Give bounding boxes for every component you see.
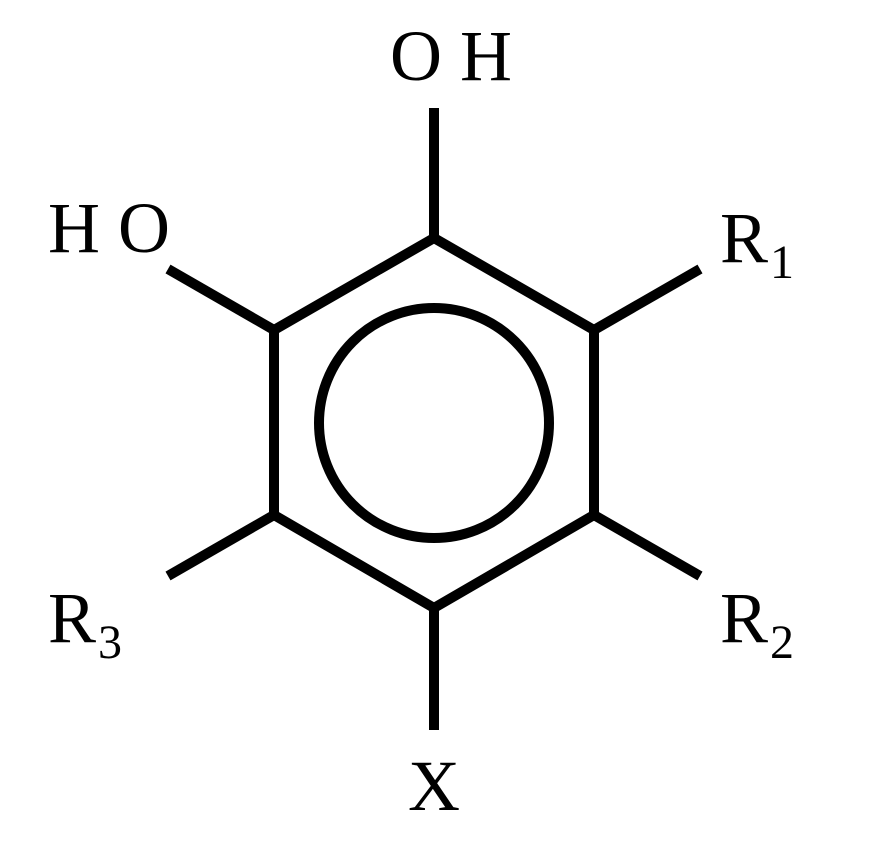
bond-lower-left bbox=[168, 515, 274, 576]
label-upper-left: HO bbox=[48, 188, 188, 268]
label-top-text: OH bbox=[390, 16, 530, 96]
label-lower-right: R2 bbox=[720, 578, 794, 669]
label-upper-right: R1 bbox=[720, 198, 794, 289]
bond-upper-left bbox=[168, 269, 274, 330]
bond-lower-right bbox=[594, 515, 700, 576]
chemical-structure-svg: OH HO R1 R2 R3 X bbox=[0, 0, 890, 841]
aromatic-circle bbox=[319, 308, 549, 538]
label-lower-left-sub: 3 bbox=[98, 616, 122, 669]
label-lower-right-sub: 2 bbox=[770, 616, 794, 669]
label-bottom-text: X bbox=[408, 746, 460, 826]
label-top: OH bbox=[390, 16, 530, 96]
label-upper-left-text: HO bbox=[48, 188, 188, 268]
bond-upper-right bbox=[594, 269, 700, 330]
label-lower-left-text: R bbox=[48, 578, 96, 658]
label-lower-right-text: R bbox=[720, 578, 768, 658]
label-bottom: X bbox=[408, 746, 460, 826]
label-lower-left: R3 bbox=[48, 578, 122, 669]
label-upper-right-text: R bbox=[720, 198, 768, 278]
label-upper-right-sub: 1 bbox=[770, 236, 794, 289]
